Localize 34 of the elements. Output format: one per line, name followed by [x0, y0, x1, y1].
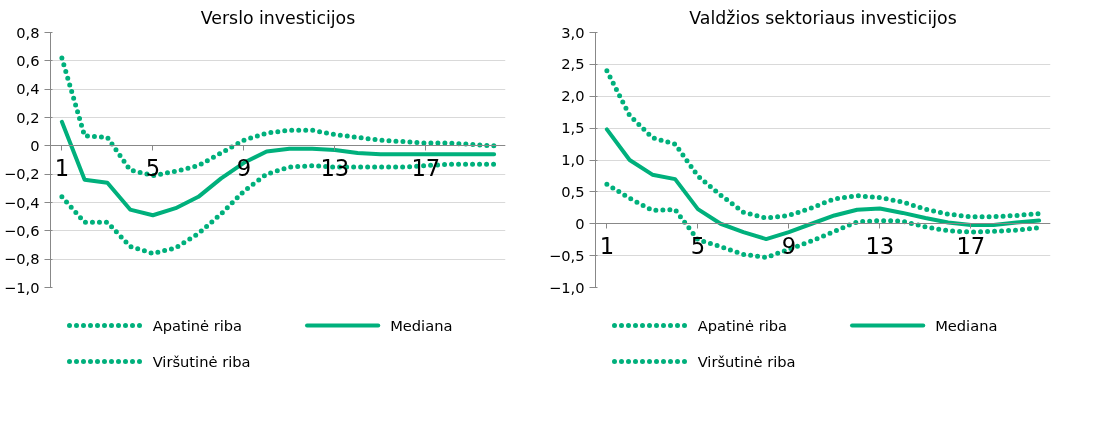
- y-tick-label: −0,4: [3, 193, 40, 211]
- y-tick-label: −0,6: [3, 221, 40, 239]
- y-tick-label: −1,0: [3, 278, 40, 296]
- x-tick-label: 17: [956, 232, 986, 259]
- chart-title: Verslo investicijos: [200, 7, 356, 28]
- y-tick-label: 0: [30, 136, 40, 154]
- y-tick-label: 2,0: [561, 87, 585, 105]
- legend-label: Viršutinė riba: [697, 353, 796, 370]
- legend-label: Apatinė riba: [152, 317, 243, 334]
- legend-label: Viršutinė riba: [152, 353, 251, 370]
- y-tick-label: 0,4: [16, 80, 40, 98]
- legend-label: Mediana: [935, 317, 998, 334]
- x-tick-label: 5: [145, 154, 161, 181]
- y-tick-label: 1,0: [561, 151, 585, 168]
- y-tick-label: 0: [575, 214, 585, 232]
- legend-label: Mediana: [390, 317, 453, 334]
- x-tick-label: 1: [54, 154, 70, 181]
- y-tick-label: 0,2: [16, 108, 40, 126]
- y-tick-label: −1,0: [548, 278, 585, 296]
- x-tick-label: 5: [690, 232, 706, 259]
- y-tick-label: 0,5: [561, 182, 585, 200]
- y-tick-label: 3,0: [561, 23, 585, 41]
- y-tick-label: −0,2: [3, 165, 40, 183]
- line-series: [59, 119, 497, 218]
- y-tick-label: 1,5: [561, 119, 585, 137]
- y-tick-label: 0,6: [16, 51, 40, 69]
- y-tick-label: −0,5: [548, 246, 585, 264]
- y-tick-label: 2,5: [561, 55, 585, 73]
- legend-label: Apatinė riba: [697, 317, 788, 334]
- chart-title: Valdžios sektoriaus investicijos: [689, 7, 957, 28]
- y-tick-label: 0,8: [16, 23, 40, 41]
- x-tick-label: 13: [865, 232, 895, 259]
- x-tick-label: 1: [599, 232, 615, 259]
- y-tick-label: −0,8: [3, 250, 40, 268]
